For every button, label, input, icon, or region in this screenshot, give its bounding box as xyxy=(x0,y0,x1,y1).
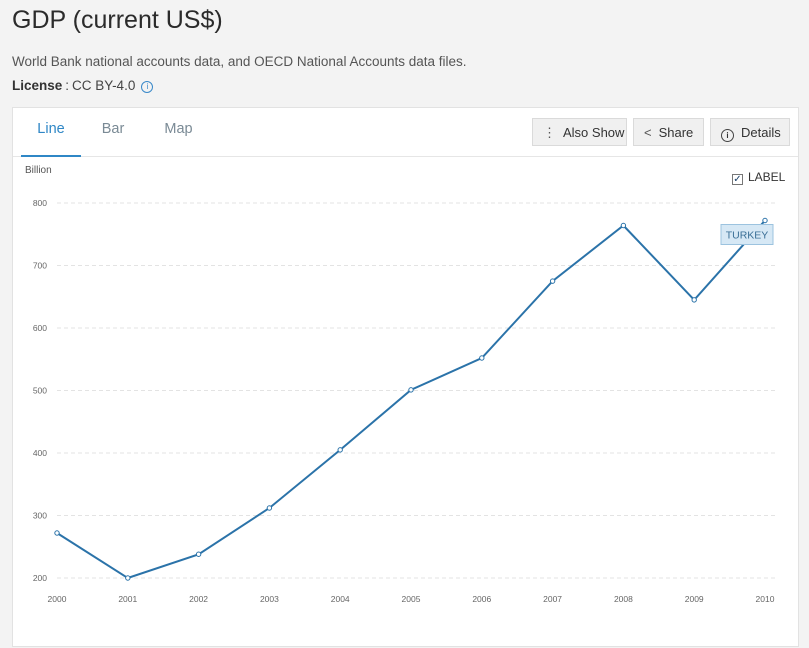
data-point[interactable] xyxy=(125,575,131,581)
data-point[interactable] xyxy=(195,551,202,557)
x-tick-label: 2005 xyxy=(402,594,421,604)
data-point[interactable] xyxy=(408,387,414,393)
details-label: Details xyxy=(741,125,781,140)
x-tick-label: 2001 xyxy=(118,594,137,604)
series-line-turkey xyxy=(56,219,766,580)
source-note: World Bank national accounts data, and O… xyxy=(12,54,467,69)
y-tick-label: 800 xyxy=(33,198,47,208)
label-checkbox[interactable]: ✓ xyxy=(732,174,743,185)
data-point[interactable] xyxy=(549,278,556,284)
data-point[interactable] xyxy=(762,217,768,224)
x-tick-label: 2009 xyxy=(685,594,704,604)
tab-line[interactable]: Line xyxy=(21,108,81,157)
data-point[interactable] xyxy=(620,222,627,229)
label-toggle[interactable]: ✓ LABEL xyxy=(732,170,785,185)
data-point[interactable] xyxy=(337,447,343,453)
data-point[interactable] xyxy=(479,355,485,361)
also-show-label: Also Show xyxy=(563,125,625,140)
x-tick-label: 2010 xyxy=(756,594,775,604)
data-points xyxy=(54,217,768,581)
share-icon: < xyxy=(644,125,652,140)
x-tick-label: 2004 xyxy=(331,594,350,604)
y-tick-label: 700 xyxy=(33,261,47,271)
y-tick-label: 500 xyxy=(33,386,47,396)
license-key: License xyxy=(12,78,63,93)
x-tick-label: 2008 xyxy=(614,594,633,604)
data-point[interactable] xyxy=(691,297,697,303)
more-vertical-icon: ⋮ xyxy=(543,125,556,140)
x-tick-label: 2002 xyxy=(189,594,208,604)
also-show-button[interactable]: ⋮ Also Show xyxy=(532,118,627,146)
chart-tabs: Line Bar Map ⋮ Also Show < Share i Details xyxy=(13,108,798,157)
y-tick-label: 400 xyxy=(33,448,47,458)
page-title: GDP (current US$) xyxy=(12,6,223,34)
series-label-text: TURKEY xyxy=(726,230,769,242)
y-tick-labels: 200 300 400 500 600 700 800 xyxy=(33,198,47,583)
info-circle-icon: i xyxy=(721,129,734,142)
info-icon[interactable]: i xyxy=(141,81,154,93)
y-tick-label: 200 xyxy=(33,573,47,583)
y-tick-label: 300 xyxy=(33,511,47,521)
share-label: Share xyxy=(658,125,694,140)
grid-lines xyxy=(57,202,775,579)
x-tick-labels: 2000 2001 2002 2003 2004 2005 2006 2007 2008 2009… xyxy=(48,594,775,604)
tab-bar[interactable]: Bar xyxy=(101,121,125,137)
x-tick-label: 2000 xyxy=(48,594,67,604)
license-separator: : xyxy=(65,78,70,93)
tab-map[interactable]: Map xyxy=(164,121,193,137)
license-line: License: CC BY-4.0 i xyxy=(12,78,154,93)
series-label-turkey: TURKEY xyxy=(720,224,774,245)
data-point[interactable] xyxy=(266,505,273,511)
x-tick-label: 2006 xyxy=(472,594,491,604)
x-tick-label: 2007 xyxy=(543,594,562,604)
y-tick-label: 600 xyxy=(33,323,47,333)
chart-panel: Line Bar Map ⋮ Also Show < Share i Details … xyxy=(12,107,799,647)
y-axis-unit: Billion xyxy=(25,165,52,176)
label-toggle-text: LABEL xyxy=(748,170,786,184)
share-button[interactable]: < Share xyxy=(633,118,704,146)
series-label-box xyxy=(720,224,774,245)
x-tick-label: 2003 xyxy=(260,594,279,604)
license-value: CC BY-4.0 xyxy=(72,78,136,93)
details-button[interactable]: i Details xyxy=(710,118,790,146)
data-point[interactable] xyxy=(54,530,60,536)
